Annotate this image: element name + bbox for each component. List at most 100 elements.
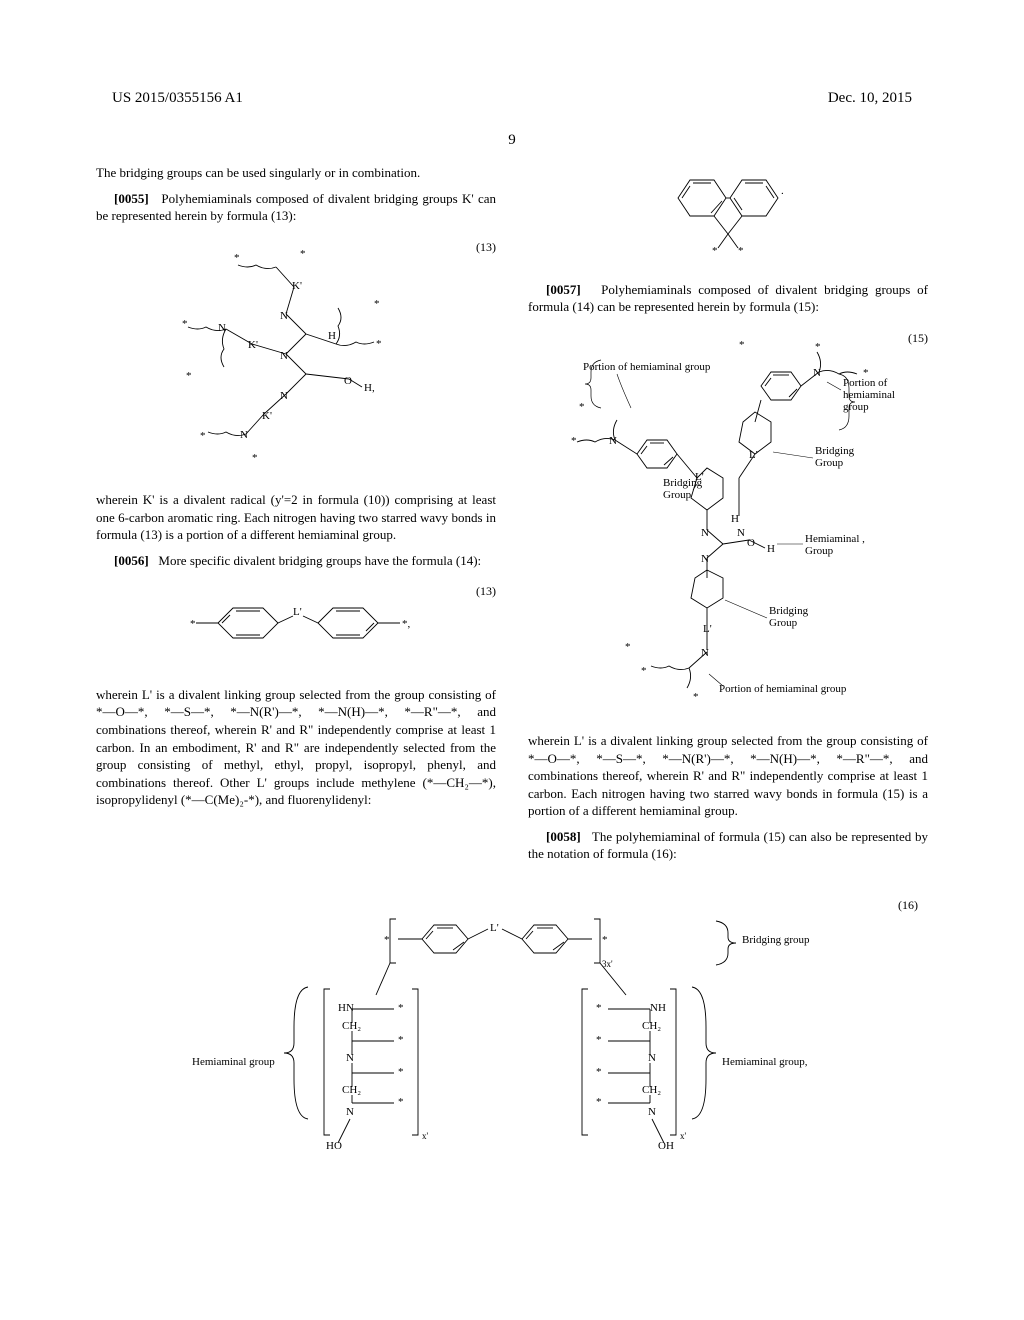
svg-text:*: * (579, 401, 585, 413)
svg-text:*: * (182, 318, 188, 330)
svg-text:*: * (596, 1066, 602, 1078)
svg-text:BridgingGroup: BridgingGroup (663, 477, 703, 501)
svg-text:*: * (641, 665, 647, 677)
svg-text:3x': 3x' (602, 959, 613, 969)
para-0056-text: More specific divalent bridging groups h… (158, 553, 481, 568)
publication-number: US 2015/0355156 A1 (112, 88, 243, 108)
para-0057-text: Polyhemiaminals composed of divalent bri… (528, 282, 928, 315)
svg-text:K': K' (292, 280, 302, 292)
para-num-0055: [0055] (114, 191, 149, 206)
svg-text:*: * (300, 248, 306, 260)
fluorenylidenyl-structure: * * . (528, 158, 928, 263)
svg-text:HN: HN (338, 1002, 354, 1014)
svg-text:*: * (815, 341, 821, 353)
svg-text:*: * (374, 298, 380, 310)
formula-14-svg: L' * *, (156, 583, 436, 663)
svg-text:x': x' (680, 1131, 687, 1141)
svg-text:N: N (701, 553, 709, 565)
svg-text:*: * (398, 1034, 404, 1046)
svg-text:N: N (737, 527, 745, 539)
svg-text:Portion of hemiaminal group: Portion of hemiaminal group (719, 683, 847, 695)
svg-text:*: * (602, 934, 608, 946)
left-column: The bridging groups can be used singular… (96, 162, 496, 871)
svg-text:H: H (767, 543, 775, 555)
formula-13: (13) N N N (96, 239, 496, 474)
svg-text:N: N (346, 1052, 354, 1064)
formula-16-label: (16) (898, 897, 918, 913)
para-num-0058: [0058] (546, 829, 581, 844)
formula-13-svg: N N N H O H, K' K' K' N N * * * * * * * … (146, 239, 446, 469)
para-0056: [0056] More specific divalent bridging g… (96, 552, 496, 570)
para-after-15: wherein L' is a divalent linking group s… (528, 732, 928, 820)
svg-text:L': L' (749, 449, 758, 461)
svg-text:OH: OH (658, 1140, 674, 1152)
svg-text:*: * (625, 641, 631, 653)
svg-text:*: * (200, 430, 206, 442)
svg-text:L': L' (490, 922, 499, 934)
svg-text:*: * (571, 435, 577, 447)
svg-text:BridgingGroup: BridgingGroup (769, 605, 809, 629)
svg-text:NH: NH (650, 1002, 666, 1014)
svg-text:*: * (738, 245, 744, 257)
svg-text:N: N (701, 647, 709, 659)
svg-text:N: N (609, 435, 617, 447)
svg-text:*: * (693, 691, 699, 703)
svg-text:*: * (712, 245, 718, 257)
svg-text:N: N (346, 1106, 354, 1118)
svg-text:*: * (739, 339, 745, 351)
svg-text:N: N (648, 1052, 656, 1064)
svg-text:K': K' (248, 339, 258, 351)
svg-text:CH₂: CH₂ (342, 1020, 361, 1032)
para-num-0057: [0057] (546, 282, 581, 297)
fluorenyl-svg: * * . (648, 158, 808, 258)
para-0058-text: The polyhemiaminal of formula (15) can a… (528, 829, 928, 862)
svg-text:Hemiaminal group,: Hemiaminal group, (722, 1056, 808, 1068)
publication-date: Dec. 10, 2015 (828, 88, 912, 108)
svg-text:*: * (398, 1066, 404, 1078)
svg-text:L': L' (703, 623, 712, 635)
svg-text:N: N (240, 429, 248, 441)
svg-text:HO: HO (326, 1140, 342, 1152)
svg-text:N: N (813, 367, 821, 379)
svg-text:O: O (344, 375, 352, 387)
svg-text:.: . (781, 185, 784, 197)
svg-text:*: * (398, 1096, 404, 1108)
svg-text:N: N (701, 527, 709, 539)
para-0057: [0057] Polyhemiaminals composed of dival… (528, 281, 928, 316)
right-column: * * . [0057] Polyhemiaminals composed of… (528, 162, 928, 871)
svg-text:Portion of hemiaminal group: Portion of hemiaminal group (583, 361, 711, 373)
svg-text:O: O (747, 537, 755, 549)
svg-text:Portion ofhemiaminalgroup: Portion ofhemiaminalgroup (843, 377, 895, 413)
svg-text:K': K' (262, 410, 272, 422)
svg-text:*: * (398, 1002, 404, 1014)
svg-text:*: * (596, 1034, 602, 1046)
formula-15: (15) (528, 330, 928, 715)
svg-text:Bridging group: Bridging group (742, 934, 810, 946)
svg-text:*: * (190, 618, 196, 630)
svg-text:N: N (280, 350, 288, 362)
svg-text:N: N (280, 390, 288, 402)
svg-text:H: H (731, 513, 739, 525)
svg-text:Hemiaminal ,Group: Hemiaminal ,Group (805, 533, 865, 557)
svg-text:N: N (218, 322, 226, 334)
svg-text:L': L' (293, 606, 302, 618)
svg-text:H,: H, (364, 382, 375, 394)
svg-text:Hemiaminal group: Hemiaminal group (192, 1056, 275, 1068)
svg-text:BridgingGroup: BridgingGroup (815, 445, 855, 469)
formula-14: (13) L' * *, (96, 583, 496, 668)
formula-15-svg: N N L' L' N N H N O H L' N * * * * * * *… (543, 330, 913, 710)
formula-14-label: (13) (476, 583, 496, 599)
svg-text:H: H (328, 330, 336, 342)
svg-text:*: * (596, 1096, 602, 1108)
svg-text:*: * (376, 338, 382, 350)
para-0058: [0058] The polyhemiaminal of formula (15… (528, 828, 928, 863)
svg-text:CH₂: CH₂ (642, 1020, 661, 1032)
svg-text:N: N (648, 1106, 656, 1118)
svg-text:*: * (384, 934, 390, 946)
svg-text:*: * (596, 1002, 602, 1014)
formula-16: (16) (96, 897, 928, 1182)
svg-text:N: N (280, 310, 288, 322)
svg-text:CH₂: CH₂ (342, 1084, 361, 1096)
svg-text:*: * (252, 452, 258, 464)
svg-text:x': x' (422, 1131, 429, 1141)
